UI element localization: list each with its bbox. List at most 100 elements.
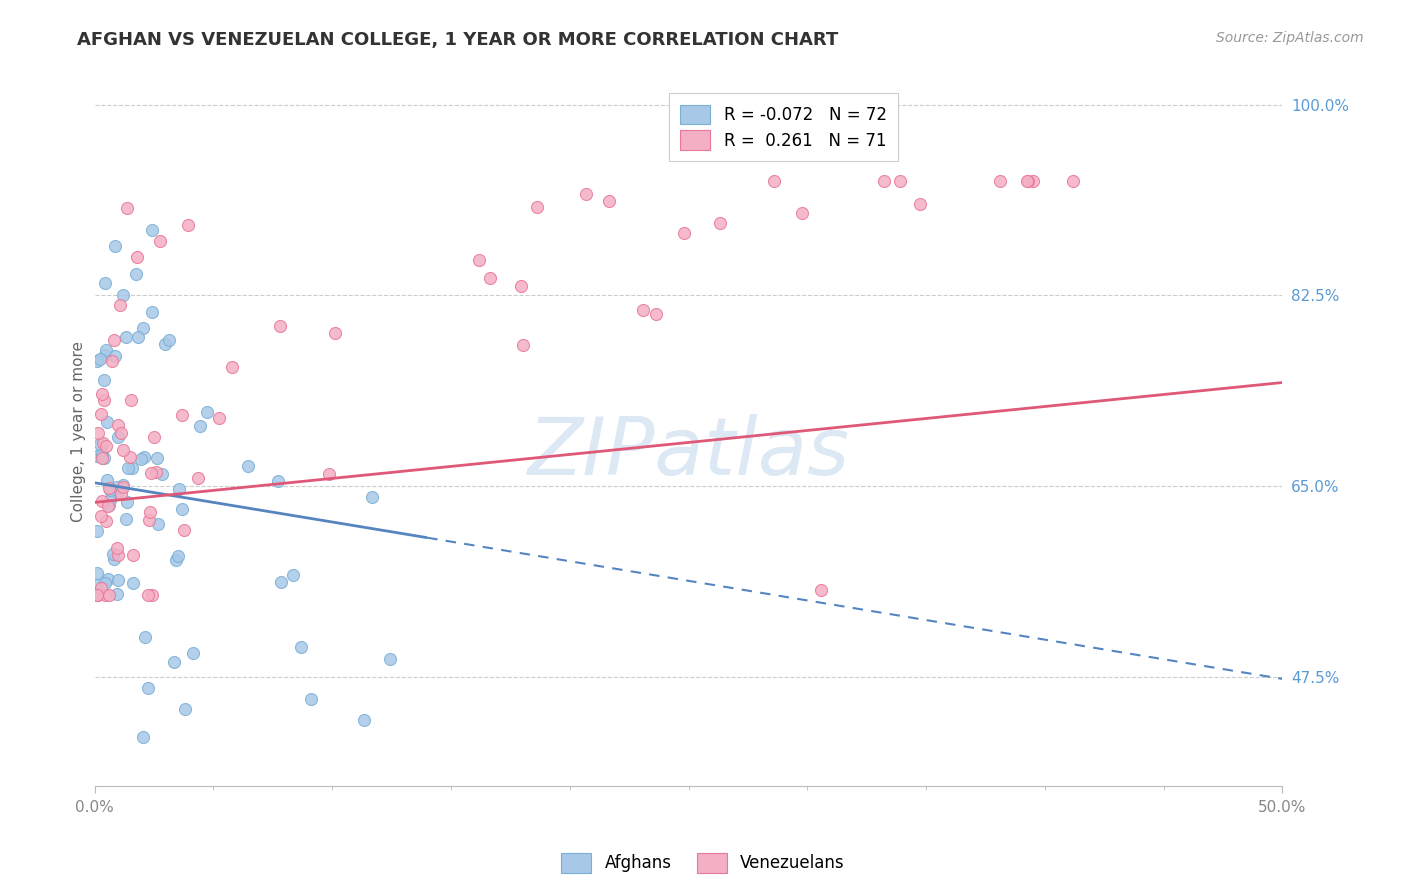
Point — [120, 450, 142, 464]
Point — [103, 333, 125, 347]
Point — [91, 450, 114, 465]
Point — [87, 425, 110, 440]
Point — [153, 337, 176, 351]
Point — [134, 630, 156, 644]
Point — [138, 513, 160, 527]
Point — [86, 588, 108, 602]
Point — [90, 581, 112, 595]
Y-axis label: College, 1 year or more: College, 1 year or more — [72, 341, 86, 522]
Point — [90, 407, 112, 421]
Point — [988, 174, 1011, 188]
Point — [103, 552, 125, 566]
Point — [112, 479, 135, 493]
Text: AFGHAN VS VENEZUELAN COLLEGE, 1 YEAR OR MORE CORRELATION CHART: AFGHAN VS VENEZUELAN COLLEGE, 1 YEAR OR … — [77, 31, 838, 49]
Point — [790, 206, 813, 220]
Point — [270, 574, 292, 589]
Point — [86, 578, 108, 592]
Point — [91, 446, 114, 460]
Point — [93, 435, 115, 450]
Point — [96, 514, 118, 528]
Point — [96, 343, 118, 358]
Point — [107, 430, 129, 444]
Point — [114, 511, 136, 525]
Point — [165, 553, 187, 567]
Point — [139, 505, 162, 519]
Point — [136, 681, 159, 695]
Point — [221, 359, 243, 374]
Point — [110, 298, 132, 312]
Point — [86, 353, 108, 368]
Point — [173, 702, 195, 716]
Point — [325, 326, 347, 340]
Point — [172, 502, 194, 516]
Point — [166, 549, 188, 563]
Point — [598, 194, 620, 209]
Point — [181, 646, 204, 660]
Point — [105, 587, 128, 601]
Point — [104, 349, 127, 363]
Point — [510, 279, 533, 293]
Point — [672, 226, 695, 240]
Point — [124, 267, 146, 281]
Point — [96, 415, 118, 429]
Point — [96, 474, 118, 488]
Point — [86, 588, 108, 602]
Point — [169, 483, 191, 497]
Point — [290, 640, 312, 655]
Point — [150, 467, 173, 481]
Point — [173, 523, 195, 537]
Point — [117, 201, 139, 215]
Point — [163, 655, 186, 669]
Point — [353, 714, 375, 728]
Point — [157, 333, 180, 347]
Point — [187, 470, 209, 484]
Point — [89, 351, 111, 366]
Point — [98, 588, 121, 602]
Point — [512, 338, 534, 352]
Point — [127, 330, 149, 344]
Point — [188, 418, 211, 433]
Point — [236, 459, 259, 474]
Point — [1062, 174, 1084, 188]
Point — [479, 270, 502, 285]
Point — [111, 288, 134, 302]
Point — [101, 354, 124, 368]
Point — [208, 411, 231, 425]
Point — [97, 481, 120, 495]
Point — [575, 187, 598, 202]
Point — [170, 408, 193, 422]
Point — [105, 541, 128, 555]
Point — [267, 474, 290, 488]
Point — [318, 467, 340, 481]
Point — [98, 493, 121, 508]
Point — [105, 486, 128, 500]
Point — [93, 575, 115, 590]
Point — [86, 566, 108, 580]
Point — [90, 508, 112, 523]
Point — [142, 429, 165, 443]
Point — [97, 498, 120, 512]
Point — [121, 575, 143, 590]
Point — [97, 572, 120, 586]
Point — [299, 691, 322, 706]
Point — [86, 588, 108, 602]
Point — [91, 387, 114, 401]
Point — [86, 449, 108, 463]
Point — [94, 277, 117, 291]
Point — [644, 307, 666, 321]
Point — [94, 588, 117, 602]
Point — [86, 524, 108, 538]
Point — [177, 218, 200, 232]
Point — [141, 304, 163, 318]
Point — [141, 223, 163, 237]
Point — [132, 450, 155, 465]
Point — [110, 487, 132, 501]
Point — [910, 196, 932, 211]
Point — [107, 480, 129, 494]
Point — [132, 730, 155, 744]
Point — [378, 652, 401, 666]
Text: ZIP​atlas: ZIP​atlas — [527, 414, 849, 491]
Point — [115, 330, 138, 344]
Point — [125, 250, 148, 264]
Point — [107, 548, 129, 562]
